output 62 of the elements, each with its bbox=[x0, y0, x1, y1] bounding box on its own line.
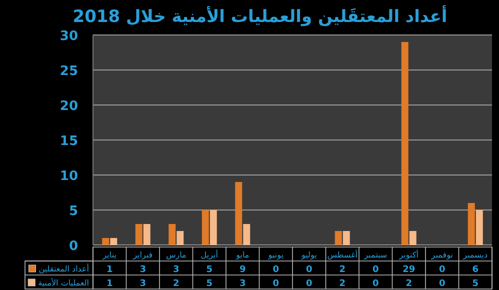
data-label: 3 bbox=[239, 279, 246, 289]
data-label: 0 bbox=[306, 265, 312, 275]
x-tick-label: أكتوبر bbox=[398, 250, 418, 260]
bar bbox=[168, 224, 176, 245]
data-label: 5 bbox=[472, 279, 479, 289]
legend-label: العمليات الأمنية bbox=[38, 278, 89, 288]
x-tick-label: يوليو bbox=[300, 250, 317, 260]
x-tick-label: نوفمبر bbox=[430, 250, 453, 260]
x-tick-label: ديسمبر bbox=[462, 250, 488, 260]
x-tick-label: يونيو bbox=[267, 250, 284, 260]
bar bbox=[143, 224, 150, 245]
y-tick-label: 0 bbox=[68, 239, 78, 254]
data-label: 2 bbox=[406, 279, 412, 289]
data-label: 6 bbox=[472, 265, 479, 275]
data-label: 5 bbox=[206, 265, 213, 275]
x-tick-label: مارس bbox=[166, 250, 186, 260]
bar bbox=[476, 210, 483, 245]
data-label: 5 bbox=[206, 279, 213, 289]
bar bbox=[235, 182, 242, 245]
data-label: 3 bbox=[140, 279, 146, 289]
bar bbox=[202, 210, 209, 245]
data-label: 3 bbox=[172, 265, 180, 275]
bar bbox=[210, 210, 217, 245]
bar bbox=[110, 238, 118, 245]
data-label: 0 bbox=[372, 279, 379, 289]
y-tick-label: 15 bbox=[60, 134, 78, 149]
data-label: 2 bbox=[172, 279, 180, 289]
bar bbox=[401, 42, 408, 245]
data-label: 29 bbox=[402, 265, 416, 275]
data-label: 0 bbox=[272, 265, 280, 275]
chart-title: أعداد المعتقَلين والعمليات الأمنية خلال 2018 bbox=[72, 5, 448, 27]
bar bbox=[176, 231, 184, 245]
data-label: 0 bbox=[306, 279, 312, 289]
y-tick-label: 5 bbox=[68, 204, 78, 219]
data-label: 2 bbox=[339, 279, 346, 289]
data-label: 0 bbox=[438, 265, 446, 275]
y-tick-label: 30 bbox=[60, 29, 78, 44]
x-tick-label: يناير bbox=[102, 250, 116, 260]
data-label: 0 bbox=[438, 279, 446, 289]
data-label: 9 bbox=[239, 265, 246, 275]
legend-label: أعداد المعتقلين bbox=[38, 264, 89, 274]
bar bbox=[334, 231, 342, 245]
x-tick-label: أغسطس bbox=[327, 250, 358, 260]
data-label: 0 bbox=[372, 265, 379, 275]
bar bbox=[342, 231, 350, 245]
data-label: 1 bbox=[106, 265, 113, 275]
data-label: 2 bbox=[339, 265, 346, 275]
y-tick-label: 10 bbox=[60, 169, 78, 184]
bar bbox=[409, 231, 416, 245]
bar bbox=[135, 224, 142, 245]
y-tick-label: 25 bbox=[60, 64, 78, 79]
bar bbox=[468, 203, 475, 245]
bar bbox=[243, 224, 250, 245]
data-label: 1 bbox=[106, 279, 113, 289]
y-tick-label: 20 bbox=[60, 99, 78, 114]
bar bbox=[102, 238, 110, 245]
x-tick-label: سبتمبر bbox=[363, 250, 388, 260]
x-tick-label: أبريل bbox=[200, 250, 218, 260]
x-tick-label: فبراير bbox=[132, 250, 153, 260]
data-label: 0 bbox=[272, 279, 280, 289]
data-label: 3 bbox=[140, 265, 146, 275]
x-tick-label: مايو bbox=[235, 250, 250, 260]
